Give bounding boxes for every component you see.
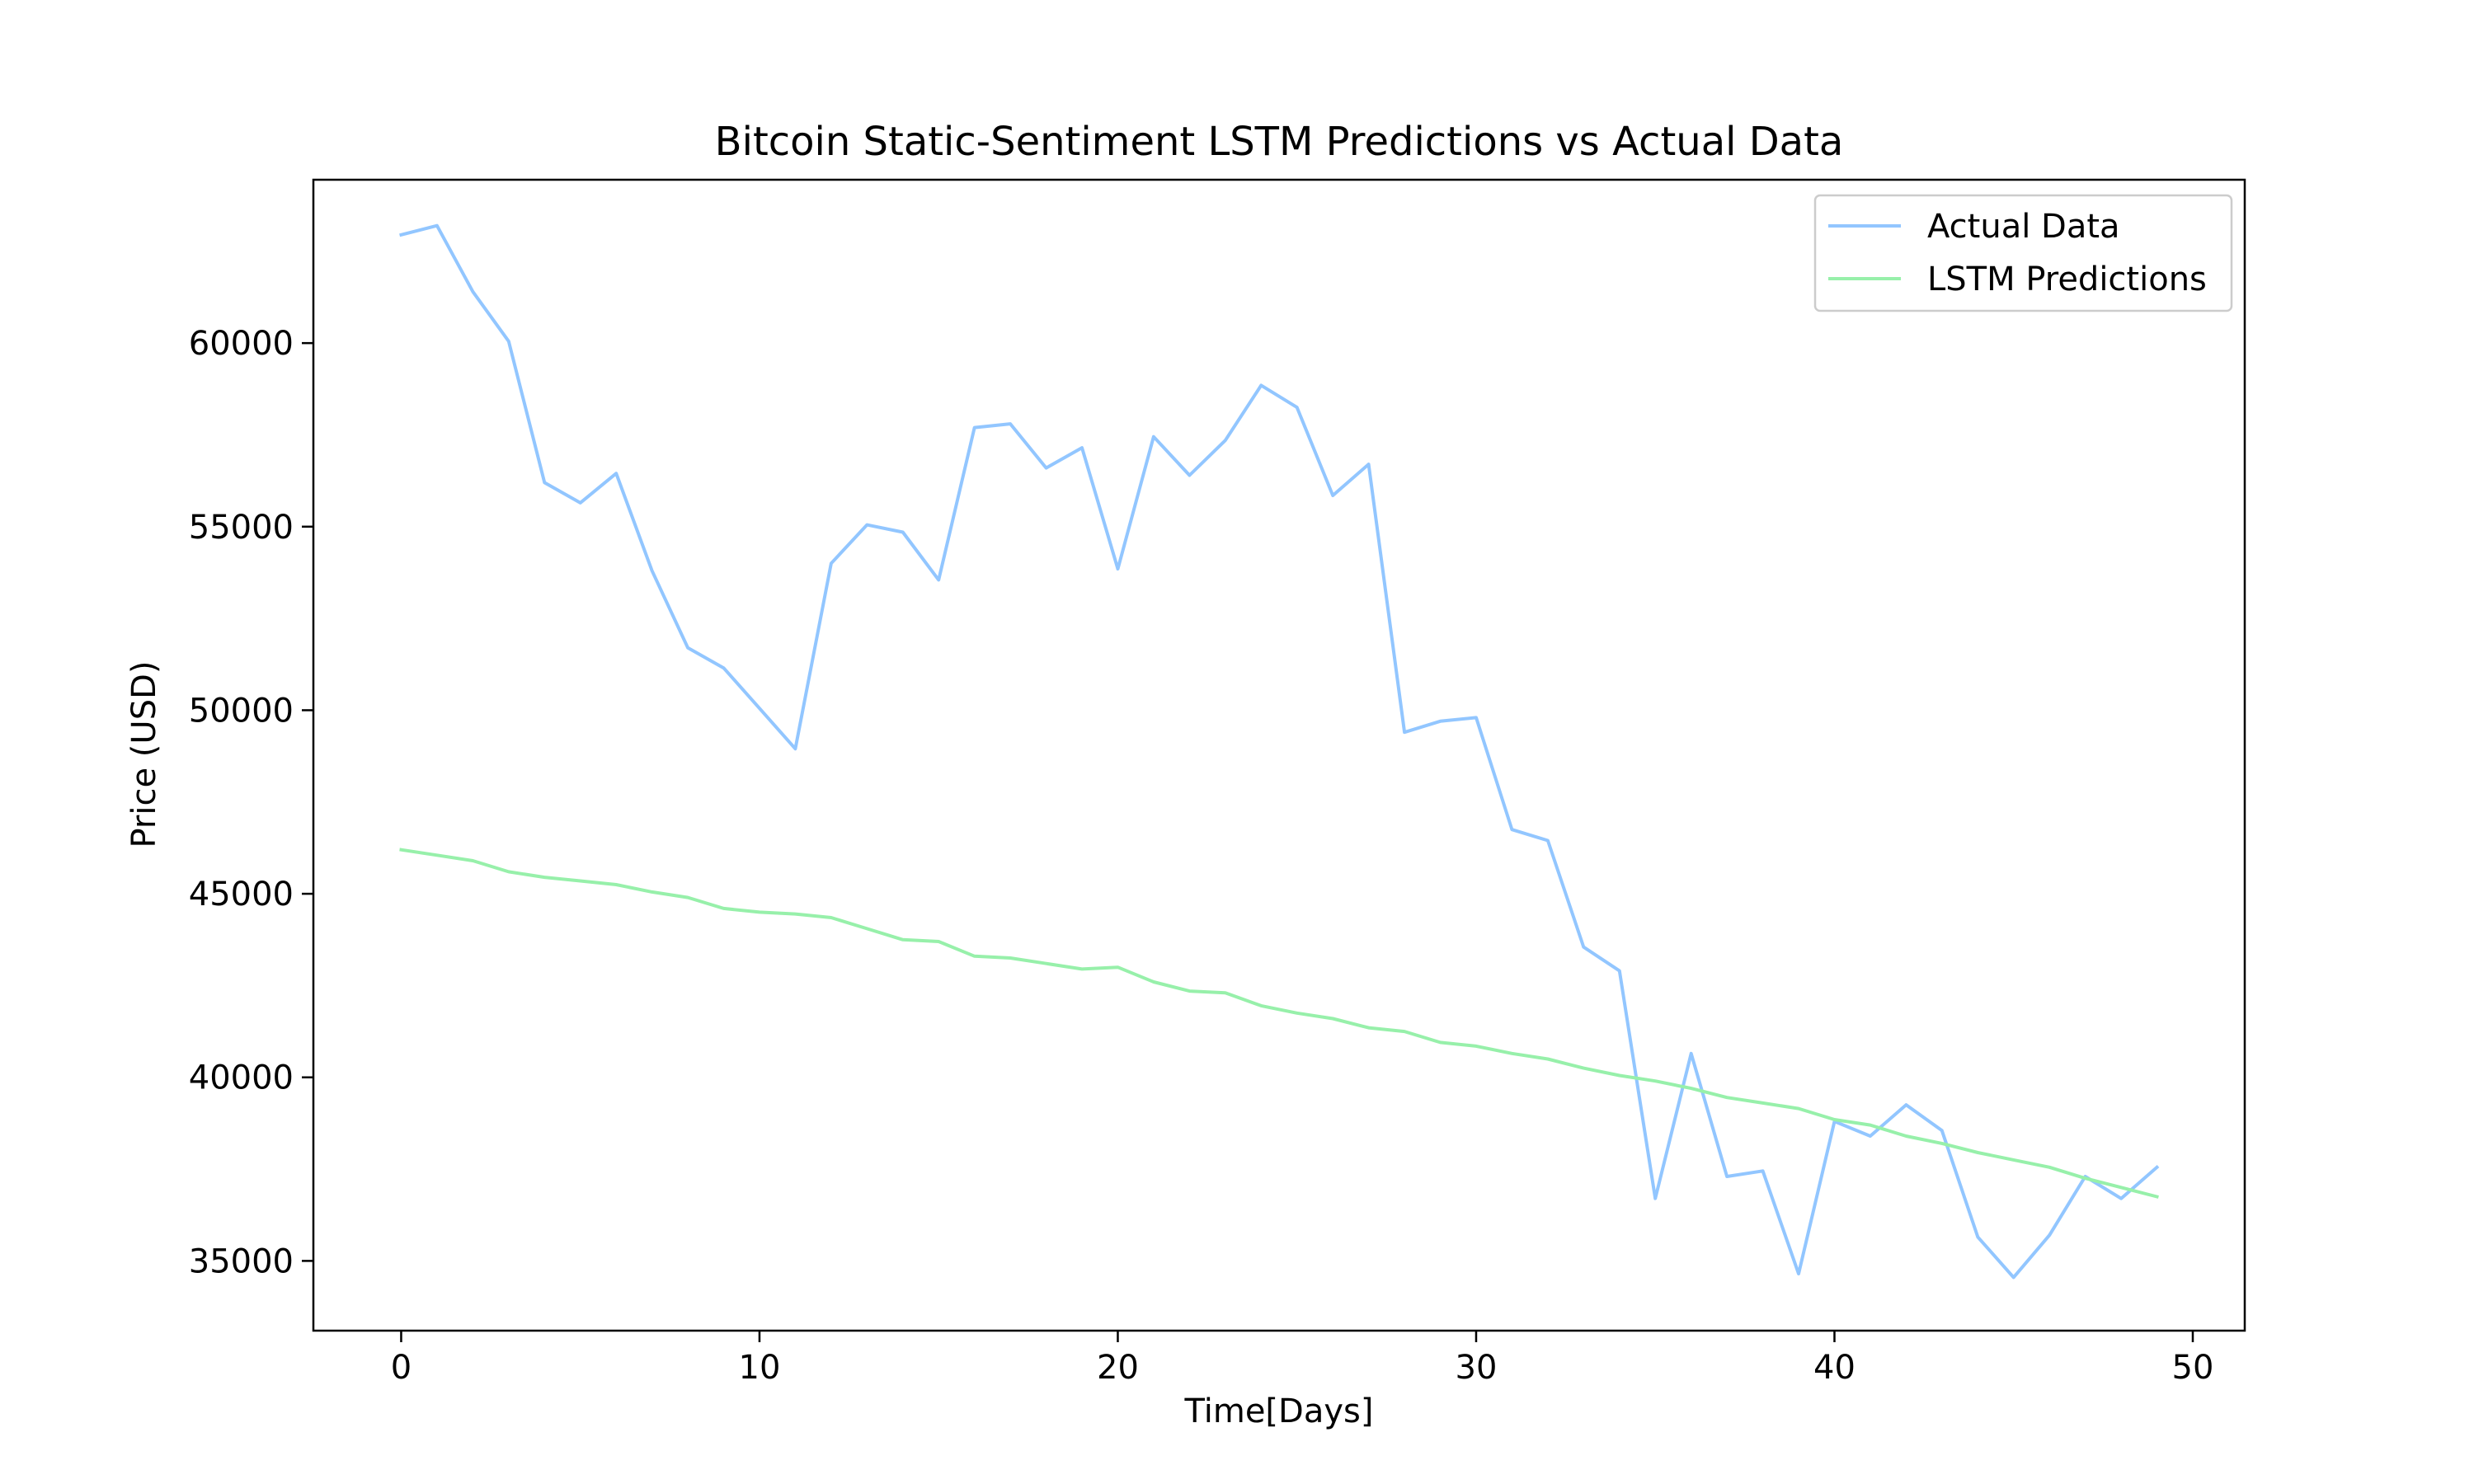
series-layer bbox=[399, 223, 2160, 1280]
legend-label: Actual Data bbox=[1927, 208, 2120, 246]
series-line-1 bbox=[399, 223, 2160, 1280]
y-tick-label: 45000 bbox=[189, 876, 294, 913]
legend: Actual Data LSTM Predictions bbox=[1813, 194, 2233, 312]
y-tick-label: 35000 bbox=[189, 1242, 294, 1280]
legend-frame bbox=[1813, 194, 2233, 312]
y-tick-label: 50000 bbox=[189, 692, 294, 730]
y-ticks: 35000 40000 45000 50000 55000 60000 bbox=[189, 325, 313, 1280]
plot-area: 0 10 20 30 40 50 35000 40000 45000 50000 55000 600… bbox=[189, 178, 2246, 1387]
x-tick-label: 10 bbox=[739, 1349, 781, 1387]
x-ticks: 0 10 20 30 40 50 bbox=[391, 1331, 2214, 1387]
x-tick-label: 30 bbox=[1456, 1349, 1498, 1387]
y-axis-label: Price (USD) bbox=[125, 661, 163, 848]
x-tick-label: 20 bbox=[1097, 1349, 1139, 1387]
plot-frame bbox=[312, 178, 2246, 1332]
y-tick-label: 40000 bbox=[189, 1059, 294, 1097]
series-line-2 bbox=[399, 848, 2159, 1199]
chart-title: Bitcoin Static-Sentiment LSTM Prediction… bbox=[715, 119, 1844, 165]
x-tick-label: 0 bbox=[391, 1349, 412, 1387]
x-tick-label: 40 bbox=[1813, 1349, 1856, 1387]
y-tick-label: 60000 bbox=[189, 325, 294, 363]
legend-label: LSTM Predictions bbox=[1927, 261, 2207, 298]
x-axis-label: Time[Days] bbox=[1184, 1392, 1374, 1430]
x-tick-label: 50 bbox=[2172, 1349, 2214, 1387]
y-tick-label: 55000 bbox=[189, 509, 294, 547]
